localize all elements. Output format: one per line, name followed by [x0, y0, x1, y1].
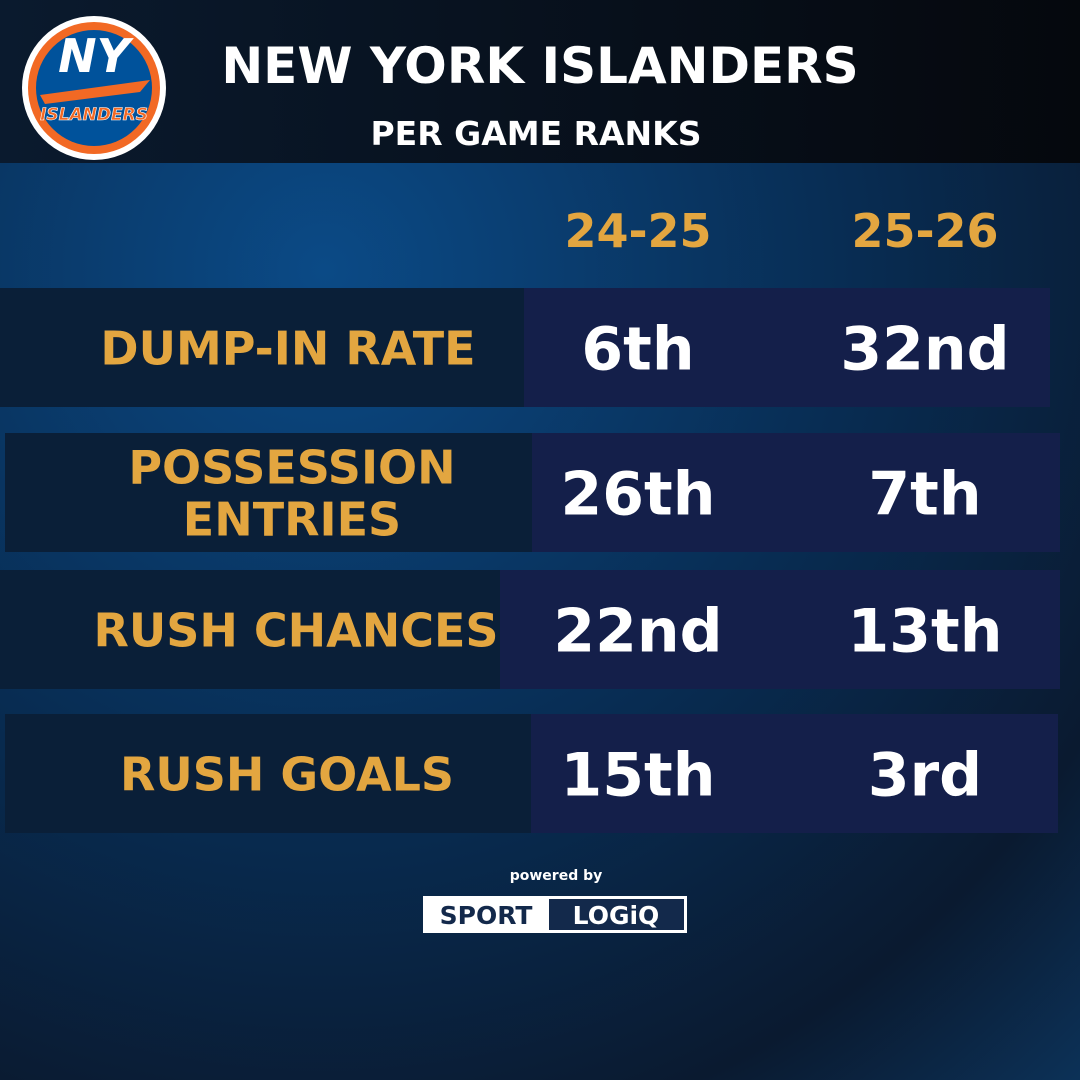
rank-table: 24-25 25-26 DUMP-IN RATE 6th 32nd POSSESSIONE…	[0, 204, 1060, 833]
powered-by: powered by	[510, 868, 603, 884]
column-header: 25-26	[851, 204, 998, 258]
rank-value: 26th	[561, 460, 716, 530]
sponsor-logo: SPORT LOGiQ	[423, 896, 687, 933]
row-label: RUSH GOALS	[120, 748, 454, 802]
rank-value: 32nd	[840, 315, 1009, 385]
sponsor-word-2: LOGiQ	[573, 901, 660, 930]
rank-value: 6th	[581, 315, 694, 385]
rank-value: 15th	[561, 741, 716, 811]
rank-value: 7th	[868, 460, 981, 530]
row-label: ENTRIES	[183, 493, 401, 547]
sponsor-dark-box	[549, 899, 684, 930]
rank-value: 3rd	[868, 741, 982, 811]
row-label-cell	[0, 288, 524, 407]
logo-island	[40, 80, 150, 104]
row-label-cell	[5, 714, 531, 833]
header-band	[0, 0, 1080, 163]
logo-wordmark: ISLANDERS	[40, 105, 148, 125]
row-value-cell	[532, 433, 1060, 552]
team-logo: NY ISLANDERS	[22, 16, 166, 160]
sponsor-word-1: SPORT	[440, 901, 533, 930]
row-label: POSSESSION	[128, 441, 455, 495]
row-label-cell	[0, 570, 500, 689]
subtitle: PER GAME RANKS	[370, 114, 701, 153]
row-value-cell	[524, 288, 1050, 407]
row-value-cell	[531, 714, 1058, 833]
row-label-cell	[5, 433, 532, 552]
rank-value: 22nd	[553, 597, 722, 667]
row-value-cell	[500, 570, 1060, 689]
title: NEW YORK ISLANDERS	[221, 37, 858, 95]
rank-value: 13th	[848, 597, 1003, 667]
row-label: DUMP-IN RATE	[100, 322, 475, 376]
row-label: RUSH CHANCES	[93, 604, 498, 658]
column-header: 24-25	[564, 204, 711, 258]
logo-monogram: NY	[58, 29, 134, 83]
